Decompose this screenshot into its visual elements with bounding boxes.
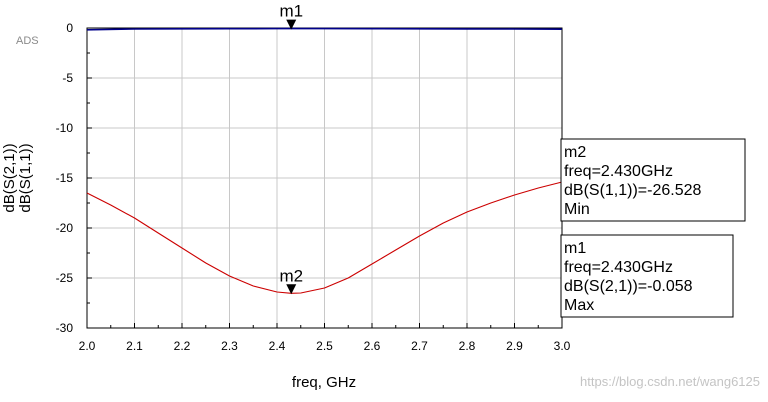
- marker-m1-readout-line: Max: [564, 297, 594, 314]
- y-tick-label: -30: [56, 321, 74, 335]
- x-tick-label: 2.9: [506, 339, 523, 353]
- x-tick-labels: 2.0 2.1 2.2 2.3 2.4 2.5 2.6 2.7 2.8 2.9 3.0: [79, 339, 571, 353]
- ads-logo: ADS: [16, 35, 39, 47]
- x-tick-label: 2.6: [364, 339, 381, 353]
- series-line-s11: [86, 181, 563, 294]
- plot-markers: m1 m2: [279, 2, 303, 295]
- y-tick-label: -15: [56, 171, 74, 185]
- y-tick-label: -20: [56, 221, 74, 235]
- x-tick-label: 2.7: [411, 339, 428, 353]
- y-tick-label: 0: [66, 21, 73, 35]
- marker-m2-readout-line: freq=2.430GHz: [564, 163, 673, 180]
- marker-m1-readout-line: freq=2.430GHz: [564, 259, 673, 276]
- plot-series: [86, 27, 563, 294]
- y-axis-title-s11: dB(S(1,1)): [17, 143, 34, 212]
- y-tick-label: -5: [62, 71, 73, 85]
- x-tick-label: 2.5: [316, 339, 333, 353]
- marker-m1-label: m1: [279, 2, 303, 21]
- marker-m2-readout-line: m2: [564, 144, 586, 161]
- marker-m2-box: [560, 138, 746, 222]
- marker-m1-box: [560, 234, 734, 318]
- y-tick-labels: 0 -5 -10 -15 -20 -25 -30: [56, 21, 74, 335]
- y-tick-label: -10: [56, 121, 74, 135]
- x-tick-label: 2.0: [79, 339, 96, 353]
- marker-m2-label: m2: [279, 266, 303, 285]
- marker-readouts: m2 freq=2.430GHz dB(S(1,1))=-26.528 Min m1 fr…: [560, 138, 746, 318]
- marker-m1-triangle: [286, 19, 297, 30]
- plot-grid: [87, 28, 562, 328]
- watermark: https://blog.csdn.net/wang6125: [580, 374, 760, 389]
- marker-m1-readout-line: m1: [564, 240, 586, 257]
- y-axis-title-s21: dB(S(2,1)): [1, 143, 18, 212]
- x-tick-label: 3.0: [554, 339, 571, 353]
- marker-m2-readout-line: dB(S(1,1))=-26.528: [564, 182, 702, 199]
- x-tick-label: 2.1: [126, 339, 143, 353]
- x-tick-label: 2.2: [174, 339, 191, 353]
- marker-m2-triangle: [286, 284, 297, 295]
- marker-m2-readout-line: Min: [564, 201, 590, 218]
- x-tick-label: 2.3: [221, 339, 238, 353]
- y-tick-label: -25: [56, 271, 74, 285]
- series-line-s21: [86, 27, 563, 31]
- x-axis-title: freq, GHz: [292, 374, 356, 391]
- marker-m1-readout-line: dB(S(2,1))=-0.058: [564, 278, 693, 295]
- x-tick-label: 2.4: [269, 339, 286, 353]
- x-tick-label: 2.8: [459, 339, 476, 353]
